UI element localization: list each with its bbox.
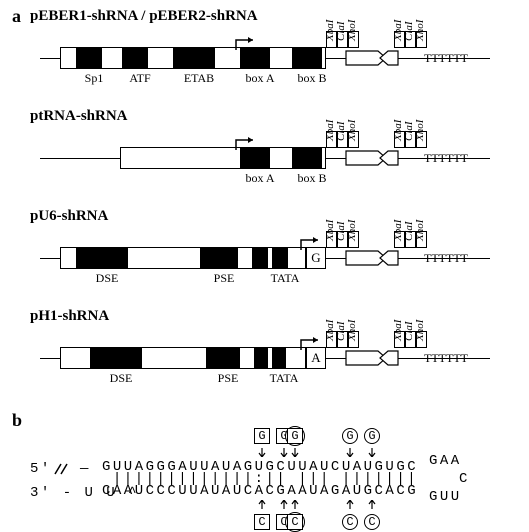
- marker-arrow-icon: [367, 500, 377, 512]
- enzyme-label: XhoI: [414, 20, 426, 41]
- diagram-row: box Abox BXbaIClaIXhoIXbaIClaIXhoITTTTTT: [30, 129, 500, 187]
- hairpin-icon: [344, 347, 400, 369]
- terminator-text: TTTTTT: [424, 51, 468, 66]
- marker-arrow-icon: [345, 445, 355, 457]
- promoter-box: [90, 347, 142, 369]
- hairpin-icon: [344, 147, 400, 169]
- promoter-box: [122, 47, 148, 69]
- promoter-box: [173, 47, 215, 69]
- marker-arrow-icon: [279, 500, 289, 512]
- marker-arrow-icon: [345, 500, 355, 512]
- construct: pH1-shRNADSEPSETATAAXbaIClaIXhoIXbaIClaI…: [30, 308, 500, 387]
- marker-arrow-icon: [367, 445, 377, 457]
- marker-arrow-icon: [290, 500, 300, 512]
- mutation-marker: C: [254, 514, 270, 530]
- box-label: box B: [287, 71, 337, 86]
- mutation-marker: G: [287, 428, 303, 444]
- box-label: DSE: [71, 271, 143, 286]
- mutation-marker: C: [287, 514, 303, 530]
- loop-bot: GUU: [429, 490, 462, 504]
- diagram-row: DSEPSETATAAXbaIClaIXhoIXbaIClaIXhoITTTTT…: [30, 329, 500, 387]
- enzyme-label: XhoI: [346, 220, 358, 241]
- enzyme-label: XhoI: [414, 120, 426, 141]
- construct-title: pU6-shRNA: [30, 208, 500, 225]
- terminator-text: TTTTTT: [424, 251, 468, 266]
- marker-arrow-icon: [279, 445, 289, 457]
- mutation-marker: G: [364, 428, 380, 444]
- construct-title: ptRNA-shRNA: [30, 108, 500, 125]
- box-label: PSE: [201, 371, 255, 386]
- box-label: PSE: [195, 271, 253, 286]
- tss-arrow-icon: [233, 36, 259, 52]
- promoter-box: [76, 47, 102, 69]
- diagram-row: Sp1ATFETABbox Abox BXbaIClaIXhoIXbaIClaI…: [30, 29, 500, 87]
- three-prime-tail: 3' - U U ^: [30, 486, 139, 500]
- promoter-box: [272, 347, 286, 369]
- enzyme-label: XhoI: [346, 20, 358, 41]
- hairpin-icon: [344, 47, 400, 69]
- promoter-box: [252, 247, 268, 269]
- construct: ptRNA-shRNA box Abox BXbaIClaIXhoIXbaICla…: [30, 108, 500, 187]
- promoter-box: [254, 347, 268, 369]
- construct: pEBER1-shRNA / pEBER2-shRNA Sp1ATF ETAB box…: [30, 8, 500, 87]
- five-prime-label: 5': [30, 462, 52, 476]
- marker-arrow-icon: [290, 445, 300, 457]
- break-icon: [52, 462, 72, 476]
- box-label: DSE: [85, 371, 157, 386]
- hairpin-icon: [344, 247, 400, 269]
- box-label: box A: [235, 71, 285, 86]
- promoter-box: [292, 47, 322, 69]
- box-label: box A: [235, 171, 285, 186]
- box-label: Sp1: [71, 71, 117, 86]
- construct: pU6-shRNADSEPSETATAGXbaIClaIXhoIXbaIClaI…: [30, 208, 500, 287]
- tss-arrow-icon: [298, 336, 324, 352]
- loop-mid: C: [459, 472, 470, 486]
- promoter-box: [272, 247, 288, 269]
- mutation-marker: G: [342, 428, 358, 444]
- diagram-row: DSEPSETATAGXbaIClaIXhoIXbaIClaIXhoITTTTT…: [30, 229, 500, 287]
- promoter-box: [206, 347, 240, 369]
- box-label: TATA: [267, 371, 301, 386]
- tss-arrow-icon: [233, 136, 259, 152]
- box-label: TATA: [267, 271, 303, 286]
- enzyme-label: XhoI: [346, 120, 358, 141]
- panel-a-label: a: [12, 6, 21, 27]
- bottom-strand: CAAUCCCUUAUAUCACGAAUAGAUGCACG: [102, 484, 418, 498]
- panel-b-label: b: [12, 410, 22, 431]
- terminator-text: TTTTTT: [424, 351, 468, 366]
- box-label: ETAB: [168, 71, 230, 86]
- mutation-marker: C: [364, 514, 380, 530]
- marker-arrow-icon: [257, 500, 267, 512]
- terminator-text: TTTTTT: [424, 151, 468, 166]
- promoter-box: [76, 247, 128, 269]
- enzyme-label: XhoI: [346, 320, 358, 341]
- loop-top: GAA: [429, 454, 462, 468]
- construct-title: pEBER1-shRNA / pEBER2-shRNA: [30, 8, 500, 25]
- promoter-box: [200, 247, 238, 269]
- dash: —: [80, 462, 91, 476]
- box-label: box B: [287, 171, 337, 186]
- enzyme-label: XhoI: [414, 320, 426, 341]
- enzyme-label: XhoI: [414, 220, 426, 241]
- mutation-marker: G: [254, 428, 270, 444]
- construct-title: pH1-shRNA: [30, 308, 500, 325]
- mutation-marker: C: [342, 514, 358, 530]
- tss-arrow-icon: [298, 236, 324, 252]
- promoter-box: [292, 147, 322, 169]
- marker-arrow-icon: [257, 445, 267, 457]
- box-label: ATF: [117, 71, 163, 86]
